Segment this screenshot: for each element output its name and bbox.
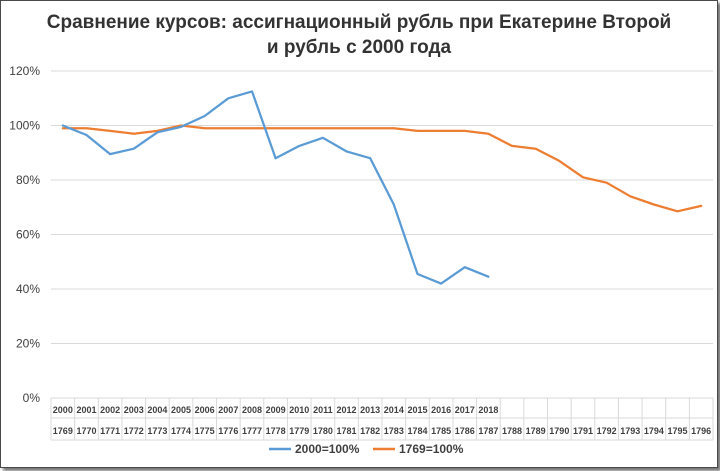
x-category-label-row1: 2015 [407,405,427,415]
x-category-label-row2: 1788 [502,426,522,436]
x-category-label-row2: 1777 [242,426,262,436]
x-category-label-row2: 1772 [124,426,144,436]
x-category-label-row1: 2016 [431,405,451,415]
x-category-label-row1: 2007 [218,405,238,415]
x-category-label-row1: 2006 [195,405,215,415]
x-category-label-row2: 1770 [76,426,96,436]
y-axis: 0% 20% 40% 60% 80% 100% 120% [9,64,40,405]
x-category-label-row2: 1771 [100,426,120,436]
x-category-label-row1: 2005 [171,405,191,415]
x-category-label-row2: 1780 [313,426,333,436]
x-category-label-row2: 1784 [407,426,427,436]
x-category-label-row2: 1791 [573,426,593,436]
x-category-label-row1: 2017 [455,405,475,415]
x-category-label-row1: 2001 [76,405,96,415]
legend-label: 2000=100% [295,442,360,456]
x-category-label-row2: 1796 [691,426,711,436]
y-tick-label: 100% [9,119,40,133]
x-category-label-row1: 2008 [242,405,262,415]
legend-label: 1769=100% [399,442,464,456]
x-category-label-row1: 2000 [53,405,73,415]
x-category-label-row2: 1787 [478,426,498,436]
x-category-label-row1: 2012 [337,405,357,415]
x-category-label-row2: 1779 [289,426,309,436]
x-category-label-row1: 2009 [266,405,286,415]
y-tick-label: 0% [23,391,41,405]
x-category-label-row1: 2014 [384,405,404,415]
x-category-label-row1: 2013 [360,405,380,415]
x-axis-category-table: 2000 2001 2002 2003 2004 2005 2006 2007 2008 2009… [50,398,714,441]
x-category-label-row2: 1778 [266,426,286,436]
series-line-2 [61,124,703,213]
x-category-label-row1: 2018 [478,405,498,415]
x-category-label-row2: 1794 [644,426,664,436]
x-category-label-row2: 1785 [431,426,451,436]
y-tick-label: 120% [9,64,40,78]
x-category-label-row2: 1775 [195,426,215,436]
y-tick-label: 80% [16,173,40,187]
x-category-label-row1: 2002 [100,405,120,415]
x-category-label-row1: 2011 [313,405,333,415]
x-category-label-row2: 1774 [171,426,191,436]
x-category-label-row2: 1781 [337,426,357,436]
legend: 2000=100% 1769=100% [269,442,464,456]
x-category-label-row2: 1790 [549,426,569,436]
x-category-label-row2: 1795 [668,426,688,436]
y-tick-label: 20% [16,337,40,351]
y-tick-label: 40% [16,282,40,296]
x-category-label-row2: 1793 [620,426,640,436]
chart-title: Сравнение курсов: ассигнационный рубль п… [47,12,671,58]
x-category-label-row2: 1792 [597,426,617,436]
x-category-label-row2: 1783 [384,426,404,436]
x-category-label-row1: 2003 [124,405,144,415]
x-category-label-row1: 2004 [147,405,167,415]
x-category-label-row2: 1773 [147,426,167,436]
x-category-label-row2: 1782 [360,426,380,436]
x-category-label-row2: 1789 [526,426,546,436]
x-category-label-row2: 1776 [218,426,238,436]
chart-title-line-2: и рубль с 2000 года [267,37,452,58]
series-line-1 [61,90,490,285]
x-category-label-row2: 1786 [455,426,475,436]
chart-title-line-1: Сравнение курсов: ассигнационный рубль п… [47,12,671,33]
x-category-label-row1: 2010 [289,405,309,415]
series-lines [61,90,703,285]
x-category-label-row2: 1769 [53,426,73,436]
y-tick-label: 60% [16,228,40,242]
gridlines [51,70,713,399]
